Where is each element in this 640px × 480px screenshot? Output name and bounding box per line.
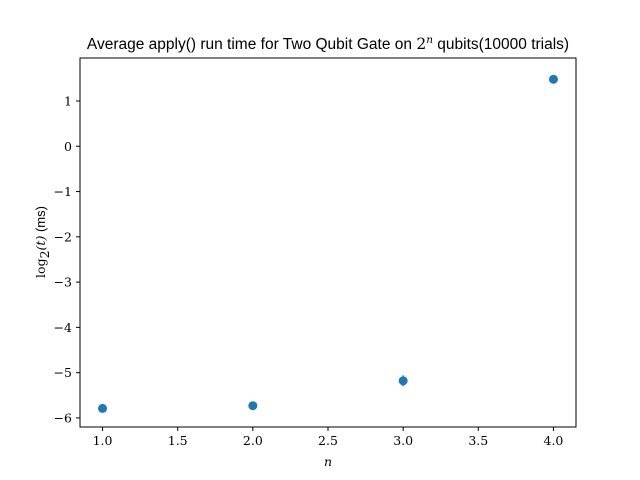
axes-frame bbox=[79, 57, 577, 428]
y-tick-label: −4 bbox=[54, 320, 72, 335]
y-tick-label: −6 bbox=[54, 410, 72, 425]
y-axis-label: log2(t) (ms) bbox=[33, 206, 52, 278]
x-tick-label: 4.0 bbox=[544, 433, 564, 448]
data-point bbox=[398, 376, 408, 386]
chart-title-prefix: Average apply() run time for Two Qubit G… bbox=[87, 36, 416, 53]
chart-title-suffix: qubits(10000 trials) bbox=[433, 36, 569, 53]
y-axis-label-unit: (ms) bbox=[33, 206, 48, 236]
x-tick-label: 3.0 bbox=[393, 433, 413, 448]
data-series bbox=[98, 74, 558, 413]
data-point bbox=[248, 401, 258, 411]
x-axis: 1.0 1.5 2.0 2.5 3.0 3.5 4.0 bbox=[93, 427, 564, 448]
x-axis-label: n bbox=[324, 454, 332, 469]
chart-title-exponent: n bbox=[426, 34, 433, 46]
chart-title-base: 2 bbox=[416, 35, 426, 53]
plot-area bbox=[79, 57, 577, 428]
y-tick-label: −2 bbox=[54, 229, 72, 244]
y-axis-label-sub: 2 bbox=[37, 250, 52, 258]
x-tick-label: 2.0 bbox=[243, 433, 263, 448]
y-axis-label-func: log bbox=[33, 258, 48, 278]
x-tick-label: 2.5 bbox=[318, 433, 338, 448]
y-tick-label: −3 bbox=[54, 275, 72, 290]
chart-title: Average apply() run time for Two Qubit G… bbox=[87, 34, 569, 53]
x-tick-label: 3.5 bbox=[468, 433, 488, 448]
x-tick-label: 1.0 bbox=[93, 433, 113, 448]
data-point bbox=[98, 403, 108, 413]
y-tick-label: 1 bbox=[64, 94, 72, 109]
y-tick-label: 0 bbox=[64, 139, 72, 154]
y-axis-label-arg: (t) bbox=[33, 236, 48, 251]
x-tick-label: 1.5 bbox=[168, 433, 188, 448]
y-axis: −6 −5 −4 −3 −2 −1 0 1 bbox=[54, 94, 80, 425]
y-tick-label: −1 bbox=[54, 184, 72, 199]
y-tick-label: −5 bbox=[54, 365, 72, 380]
data-point bbox=[548, 74, 558, 84]
